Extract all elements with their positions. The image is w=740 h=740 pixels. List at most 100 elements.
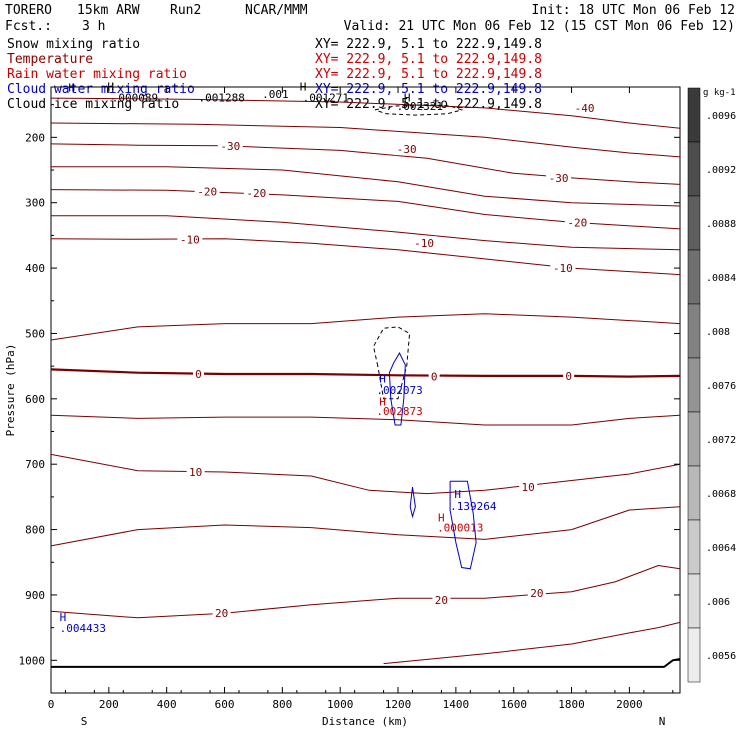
y-tick-label: 500 [25,327,45,340]
temperature-contour-15 [50,506,681,547]
x-tick-label: 600 [215,698,235,711]
extremum-annotation: .001288 [198,91,244,104]
y-tick-label: 1000 [19,654,46,667]
temperature-contour--40 [50,97,681,129]
temperature-label-bg [411,236,437,250]
temperature-contour--15 [51,215,681,251]
colorbar-tick-label: .0068 [706,489,736,500]
y-tick-label: 200 [25,131,45,144]
colorbar-tick-label: .0076 [706,381,736,392]
temperature-labels: -40 -30 -30 -30 -20 -20 -20 -10 -10 -10 0 0 0 10 10 20 2… [177,100,598,620]
extremum-annotation: .000013 [437,522,483,535]
field-rain-xy: XY= 222.9, 5.1 to 222.9,149.8 [315,67,542,82]
colorbar-tick-label: .0084 [706,273,736,284]
cloud-water-contour-2 [449,480,477,570]
temperature-label-bg [394,142,420,156]
temperature-label: 20 [435,594,448,607]
y-tick-label: 300 [25,197,45,210]
extremum-annotation: .000089 [112,91,158,104]
temperature-label: -30 [220,140,240,153]
init-time: Init: 18 UTC Mon 06 Feb 12 [532,3,736,18]
extremum-annotation: .002873 [376,405,422,418]
temperature-contour--5 [50,313,681,341]
colorbar-tick-label: .0064 [706,543,736,554]
snow-contours [372,104,464,400]
colorbar-tick-label: .006 [706,597,730,608]
cloud-water-contour-0 [388,352,406,426]
extremum-annotation: H [438,512,445,525]
colorbar-segment [687,303,701,359]
extremum-annotation: H [300,80,307,93]
temperature-label: -10 [180,233,200,246]
temperature-label-bg [186,465,205,479]
extremum-annotation: H [107,80,114,93]
cloud-water-contour-1 [409,487,416,519]
snow-contour-0 [374,104,464,116]
colorbar-segment [687,249,701,305]
forecast-label: Fcst.: [5,19,52,34]
model-resolution: 15km ARW [77,3,140,18]
forecast-value: 3 h [82,19,105,34]
field-temperature-xy: XY= 222.9, 5.1 to 222.9,149.8 [315,52,542,67]
temperature-label: -20 [197,186,217,199]
temperature-label: 0 [431,371,438,384]
extremum-annotation: .004433 [60,622,106,635]
x-axis-ticks: 0 200 400 600 800 1000 1200 1400 1600 1800 2000 [48,87,674,711]
extrema-annotations: H.004433H.139264H.000013H.002073H.002873… [60,80,497,635]
extremum-annotation: .001 [262,88,289,101]
field-cloudice-name: Cloud ice mixing ratio [7,97,179,112]
temperature-contour--25 [51,166,681,207]
colorbar-segment [687,357,701,413]
temperature-label-bg [432,593,451,607]
x-tick-label: 0 [48,698,55,711]
terrain-line [51,658,681,668]
colorbar-tick-label: .0096 [706,111,736,122]
temperature-label-bg [546,170,572,184]
x-tick-label: 1000 [327,698,354,711]
colorbar-segment [687,87,701,143]
extremum-annotation: H [379,395,386,408]
temperature-contour-10 [50,453,681,495]
field-cloudwater-xy: XY= 222.9, 5.1 to 222.9,149.8 [315,82,542,97]
temperature-label: 20 [215,607,228,620]
temperature-label: 10 [522,481,535,494]
field-rain-name: Rain water mixing ratio [7,67,187,82]
temperature-label: -30 [549,172,569,185]
temperature-label: 0 [565,370,572,383]
terrain [51,658,681,668]
x-tick-label: 400 [157,698,177,711]
y-tick-label: 800 [25,524,45,537]
temperature-label-bg [212,606,231,620]
colorbar-segment [687,195,701,251]
temperature-label-bg [194,184,220,198]
colorbar-segment [687,627,701,683]
x-tick-label: 1600 [500,698,527,711]
field-temperature-name: Temperature [7,52,93,67]
temperature-label-bg [550,261,576,275]
y-axis-label: Pressure (hPa) [4,344,17,437]
temperature-label-bg [177,232,203,246]
temperature-label: 10 [189,466,202,479]
temperature-contour-20 [50,565,681,619]
colorbar: .0096 .0092 .0088 .0084 .008 .0076 .0072 .0068.… [687,87,736,683]
temperature-contour--10 [50,238,681,276]
organization: NCAR/MMM [245,3,308,18]
temperature-label: -20 [246,187,266,200]
extremum-annotation: H [68,82,75,95]
colorbar-segment [687,411,701,467]
extremum-annotation: H [454,488,461,501]
valid-time: Valid: 21 UTC Mon 06 Feb 12 (15 CST Mon … [344,19,735,34]
extremum-annotation: .002321 [397,100,443,113]
temperature-contour-5 [50,414,681,426]
x-axis-label: Distance (km) [322,715,408,728]
temperature-contour-0 [50,368,681,378]
x-tick-label: 200 [99,698,119,711]
extremum-annotation: H [379,372,386,385]
temperature-label-bg [572,100,598,114]
temperature-label-bg [563,368,575,382]
south-label: S [81,715,88,728]
x-tick-label: 800 [272,698,292,711]
temperature-label: -10 [414,237,434,250]
y-tick-label: 600 [25,393,45,406]
